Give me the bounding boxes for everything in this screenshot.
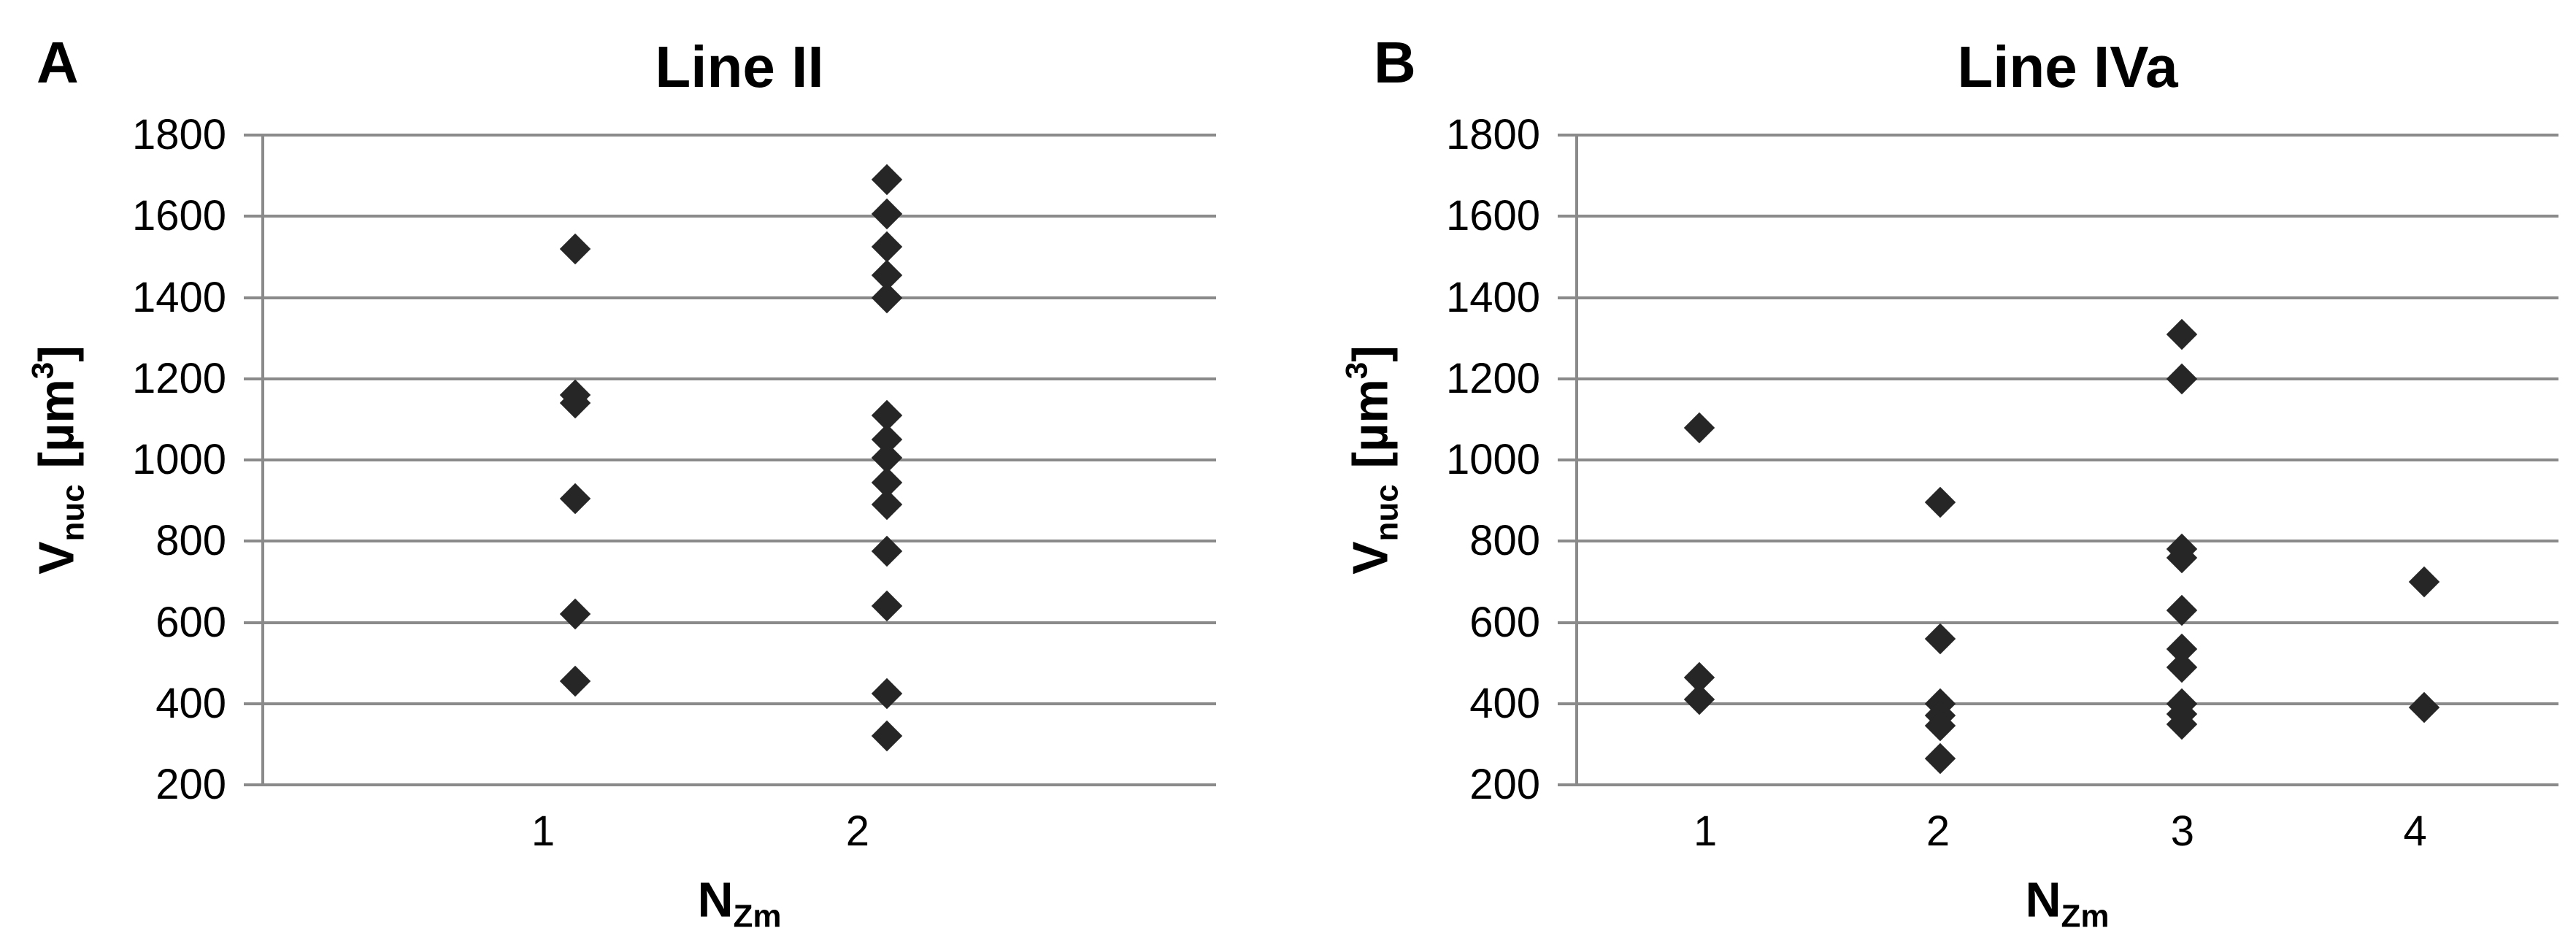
data-point-diamond-x2-y1690 — [872, 164, 903, 196]
y-tick-label-1600: 1600 — [131, 192, 226, 240]
gridline-1600 — [1577, 215, 2558, 218]
gridline-1000 — [263, 458, 1216, 461]
gridline-400 — [263, 702, 1216, 705]
y-tick-mark-400 — [1558, 702, 1577, 705]
y-tick-mark-200 — [244, 783, 263, 786]
panel-b: B Line IVa Vnuc[µm3] NZm 1800 1600 1400 120… — [1288, 0, 2576, 944]
panel-a-letter: A — [36, 30, 79, 95]
y-tick-label-600: 600 — [1469, 598, 1540, 646]
data-point-diamond-x2-y1605 — [872, 199, 903, 230]
y-tick-mark-600 — [244, 621, 263, 624]
data-point-diamond-x2-y890 — [872, 488, 903, 521]
data-point-diamond-x1-y905 — [560, 483, 591, 515]
gridline-800 — [1577, 540, 2558, 543]
y-tick-mark-1600 — [1558, 215, 1577, 218]
y-tick-mark-1400 — [244, 296, 263, 299]
y-tick-mark-1800 — [1558, 134, 1577, 137]
data-point-diamond-x2-y560 — [1924, 623, 1956, 654]
x-axis-symbol-subscript: Zm — [2061, 898, 2110, 935]
gridline-1200 — [263, 377, 1216, 380]
y-tick-label-1800: 1800 — [131, 111, 226, 158]
data-point-diamond-x2-y320 — [872, 721, 903, 752]
data-point-diamond-x1-y620 — [560, 599, 591, 630]
y-tick-label-800: 800 — [1469, 517, 1540, 565]
gridline-1800 — [1577, 134, 2558, 137]
y-tick-mark-1200 — [244, 377, 263, 380]
y-tick-label-1400: 1400 — [131, 273, 226, 321]
gridline-1800 — [263, 134, 1216, 137]
y-tick-label-1000: 1000 — [1445, 436, 1540, 483]
gridline-600 — [263, 621, 1216, 624]
panel-b-title: Line IVa — [1957, 34, 2178, 99]
y-tick-label-400: 400 — [1469, 679, 1540, 727]
x-tick-label-1: 1 — [1693, 807, 1718, 855]
y-tick-mark-1000 — [1558, 458, 1577, 461]
y-tick-mark-200 — [1558, 783, 1577, 786]
y-tick-label-1200: 1200 — [1445, 354, 1540, 402]
y-tick-mark-1800 — [244, 134, 263, 137]
panel-b-plot-area — [1558, 134, 2558, 786]
data-point-diamond-x2-y265 — [1924, 742, 1956, 775]
x-tick-label-1: 1 — [531, 807, 555, 855]
data-point-diamond-x4-y700 — [2408, 566, 2439, 598]
panel-a-title: Line II — [655, 34, 824, 99]
data-point-diamond-x3-y1200 — [2166, 363, 2197, 394]
y-tick-label-600: 600 — [155, 598, 226, 646]
y-tick-mark-400 — [244, 702, 263, 705]
data-point-diamond-x4-y390 — [2408, 692, 2439, 724]
data-point-diamond-x1-y410 — [1683, 683, 1715, 715]
y-tick-mark-1200 — [1558, 377, 1577, 380]
gridline-1000 — [1577, 458, 2558, 461]
x-axis-symbol: N — [2025, 872, 2061, 928]
y-tick-mark-1400 — [1558, 296, 1577, 299]
data-point-diamond-x3-y1310 — [2166, 318, 2197, 350]
y-tick-mark-600 — [1558, 621, 1577, 624]
gridline-800 — [263, 540, 1216, 543]
gridline-400 — [1577, 702, 2558, 705]
x-tick-label-3: 3 — [2170, 807, 2194, 855]
y-tick-label-1600: 1600 — [1445, 192, 1540, 240]
data-point-diamond-x1-y1080 — [1683, 412, 1715, 443]
gridline-200 — [263, 783, 1216, 786]
panel-a-plot-area — [244, 134, 1216, 786]
x-tick-label-2: 2 — [845, 807, 870, 855]
y-tick-label-1800: 1800 — [1445, 111, 1540, 158]
y-tick-label-1400: 1400 — [1445, 273, 1540, 321]
data-point-diamond-x3-y490 — [2166, 651, 2197, 683]
y-tick-label-200: 200 — [155, 761, 226, 808]
gridline-600 — [1577, 621, 2558, 624]
y-tick-label-400: 400 — [155, 679, 226, 727]
y-tick-label-800: 800 — [155, 517, 226, 565]
x-axis-symbol-subscript: Zm — [733, 898, 782, 935]
x-tick-label-2: 2 — [1926, 807, 1950, 855]
x-tick-label-4: 4 — [2403, 807, 2427, 855]
panel-b-letter: B — [1374, 30, 1416, 95]
gridline-1200 — [1577, 377, 2558, 380]
data-point-diamond-x1-y455 — [560, 665, 591, 697]
gridline-1400 — [263, 296, 1216, 299]
data-point-diamond-x1-y1520 — [560, 233, 591, 264]
data-point-diamond-x2-y1400 — [872, 282, 903, 313]
gridline-200 — [1577, 783, 2558, 786]
panel-a: A Line II Vnuc[µm3] NZm 1800 1600 1400 1200… — [26, 30, 1216, 933]
y-tick-mark-800 — [244, 540, 263, 543]
x-axis-symbol: N — [697, 872, 734, 928]
panel-a-x-axis-title: NZm — [697, 875, 781, 933]
y-tick-label-200: 200 — [1469, 761, 1540, 808]
data-point-diamond-x2-y640 — [872, 591, 903, 622]
data-point-diamond-x2-y895 — [1924, 487, 1956, 518]
y-tick-mark-800 — [1558, 540, 1577, 543]
gridline-1600 — [263, 215, 1216, 218]
y-tick-mark-1000 — [244, 458, 263, 461]
data-point-diamond-x2-y1525 — [872, 231, 903, 263]
y-tick-mark-1600 — [244, 215, 263, 218]
y-tick-label-1000: 1000 — [131, 436, 226, 483]
panel-b-x-axis-title: NZm — [2025, 875, 2109, 933]
gridline-1400 — [1577, 296, 2558, 299]
y-tick-label-1200: 1200 — [131, 354, 226, 402]
